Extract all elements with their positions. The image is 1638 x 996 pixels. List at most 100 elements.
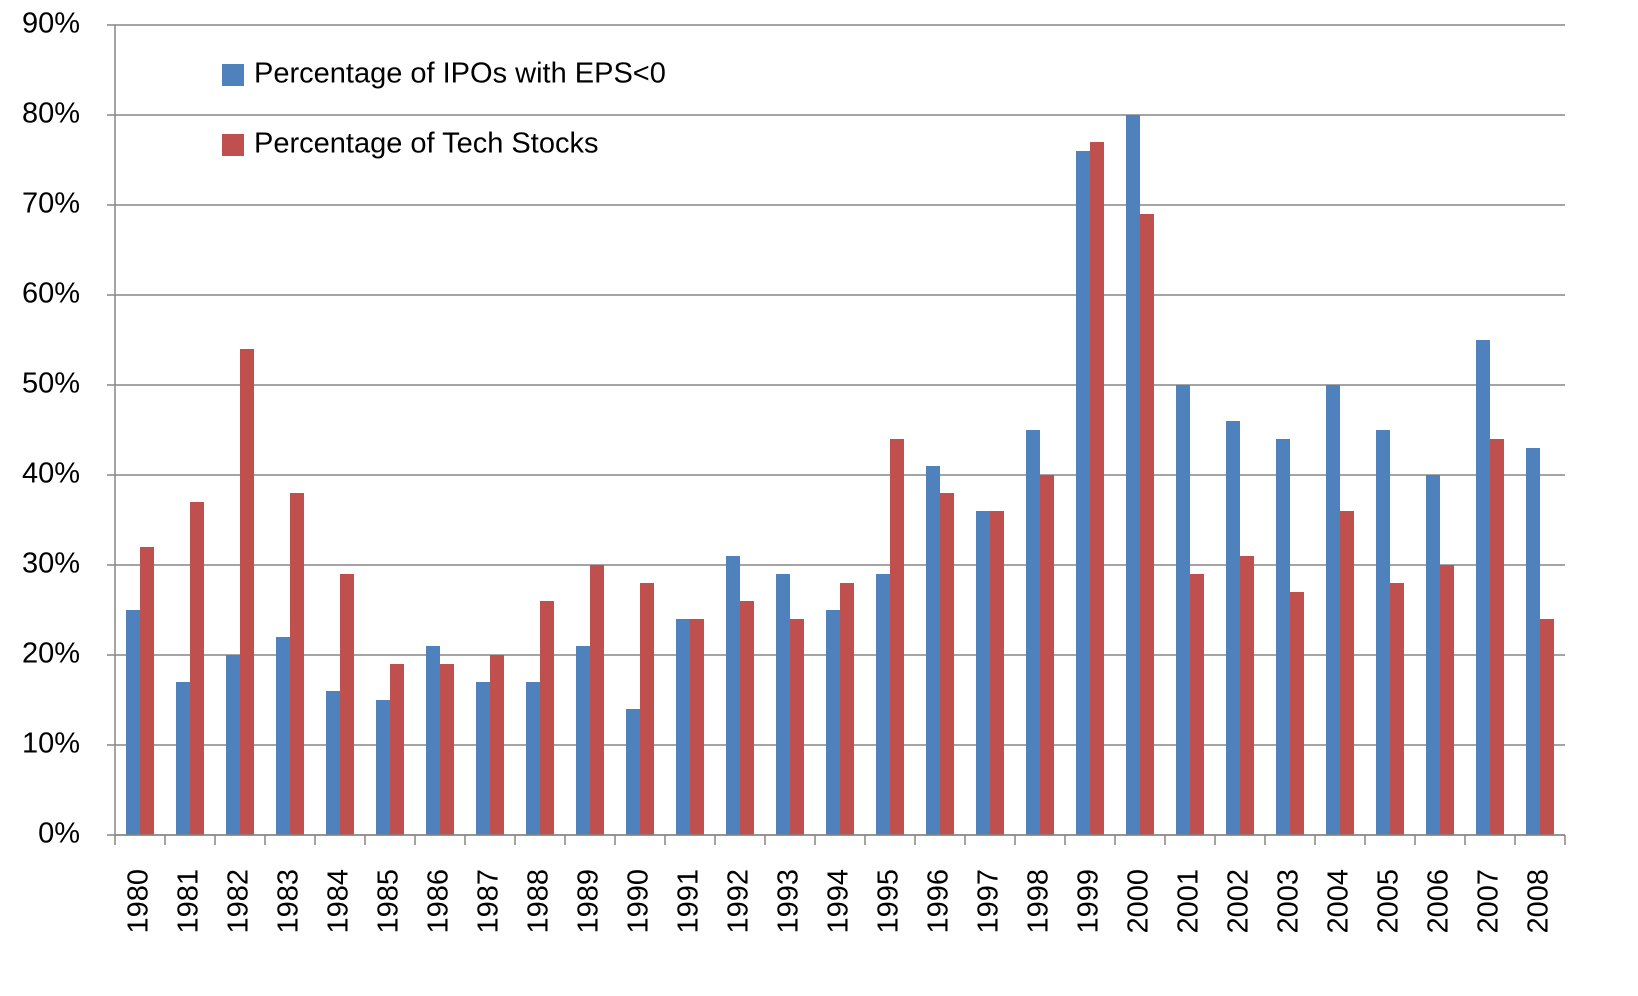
bar [626, 709, 640, 835]
bar [1090, 142, 1104, 835]
bar [126, 610, 140, 835]
bar [1426, 475, 1440, 835]
bar [590, 565, 604, 835]
bar [1040, 475, 1054, 835]
y-tick-label: 20% [22, 638, 80, 670]
bar [776, 574, 790, 835]
bar [376, 700, 390, 835]
bar [926, 466, 940, 835]
y-tick-label: 80% [22, 98, 80, 130]
x-tick-label: 1989 [573, 869, 605, 934]
bar [1226, 421, 1240, 835]
x-tick-label: 1991 [673, 869, 705, 934]
bar [1176, 385, 1190, 835]
x-tick-label: 1995 [873, 869, 905, 934]
x-tick-label: 2005 [1373, 869, 1405, 934]
bar [690, 619, 704, 835]
y-tick-label: 60% [22, 278, 80, 310]
bar [240, 349, 254, 835]
bar [340, 574, 354, 835]
legend-swatch [222, 64, 244, 86]
bar [390, 664, 404, 835]
bar [1390, 583, 1404, 835]
bar [526, 682, 540, 835]
x-tick-label: 1986 [423, 869, 455, 934]
bar [540, 601, 554, 835]
legend-swatch [222, 134, 244, 156]
bar [1290, 592, 1304, 835]
x-tick-label: 1985 [373, 869, 405, 934]
bar [176, 682, 190, 835]
bar [426, 646, 440, 835]
bar [640, 583, 654, 835]
legend-label: Percentage of Tech Stocks [254, 128, 598, 160]
y-tick-label: 30% [22, 548, 80, 580]
bar [1240, 556, 1254, 835]
bar [1276, 439, 1290, 835]
x-tick-label: 1993 [773, 869, 805, 934]
bar [890, 439, 904, 835]
bar [276, 637, 290, 835]
bar [840, 583, 854, 835]
bar [1140, 214, 1154, 835]
bar [740, 601, 754, 835]
y-tick-label: 50% [22, 368, 80, 400]
bar [1490, 439, 1504, 835]
bar [826, 610, 840, 835]
x-tick-label: 1997 [973, 869, 1005, 934]
bar [790, 619, 804, 835]
bar [1476, 340, 1490, 835]
bar [1340, 511, 1354, 835]
bar [876, 574, 890, 835]
x-tick-label: 2003 [1273, 869, 1305, 934]
x-tick-label: 1982 [223, 869, 255, 934]
legend-label: Percentage of IPOs with EPS<0 [254, 58, 666, 90]
x-tick-label: 1992 [723, 869, 755, 934]
bar [190, 502, 204, 835]
x-tick-label: 1990 [623, 869, 655, 934]
bar [326, 691, 340, 835]
y-tick-label: 90% [22, 8, 80, 40]
x-tick-label: 1981 [173, 869, 205, 934]
bar [1326, 385, 1340, 835]
bar [476, 682, 490, 835]
y-tick-label: 40% [22, 458, 80, 490]
bar [990, 511, 1004, 835]
bar [1540, 619, 1554, 835]
bar [1126, 115, 1140, 835]
x-tick-label: 2006 [1423, 869, 1455, 934]
bar [676, 619, 690, 835]
x-tick-label: 1987 [473, 869, 505, 934]
x-tick-label: 1998 [1023, 869, 1055, 934]
bar [976, 511, 990, 835]
bar [290, 493, 304, 835]
bar [1026, 430, 1040, 835]
x-tick-label: 2007 [1473, 869, 1505, 934]
x-tick-label: 1980 [123, 869, 155, 934]
bar [1526, 448, 1540, 835]
bar [1440, 565, 1454, 835]
bar [1076, 151, 1090, 835]
x-tick-label: 2001 [1173, 869, 1205, 934]
x-tick-label: 1999 [1073, 869, 1105, 934]
x-tick-label: 2002 [1223, 869, 1255, 934]
x-tick-label: 2004 [1323, 869, 1355, 934]
bar [440, 664, 454, 835]
bar [1376, 430, 1390, 835]
bar [226, 655, 240, 835]
x-tick-label: 1996 [923, 869, 955, 934]
bar [140, 547, 154, 835]
y-tick-label: 10% [22, 728, 80, 760]
x-tick-label: 1984 [323, 869, 355, 934]
bar [490, 655, 504, 835]
x-tick-label: 2008 [1523, 869, 1555, 934]
bar [576, 646, 590, 835]
y-tick-label: 70% [22, 188, 80, 220]
bar [726, 556, 740, 835]
x-tick-label: 1994 [823, 869, 855, 934]
x-tick-label: 1983 [273, 869, 305, 934]
x-tick-label: 1988 [523, 869, 555, 934]
y-tick-label: 0% [38, 818, 80, 850]
